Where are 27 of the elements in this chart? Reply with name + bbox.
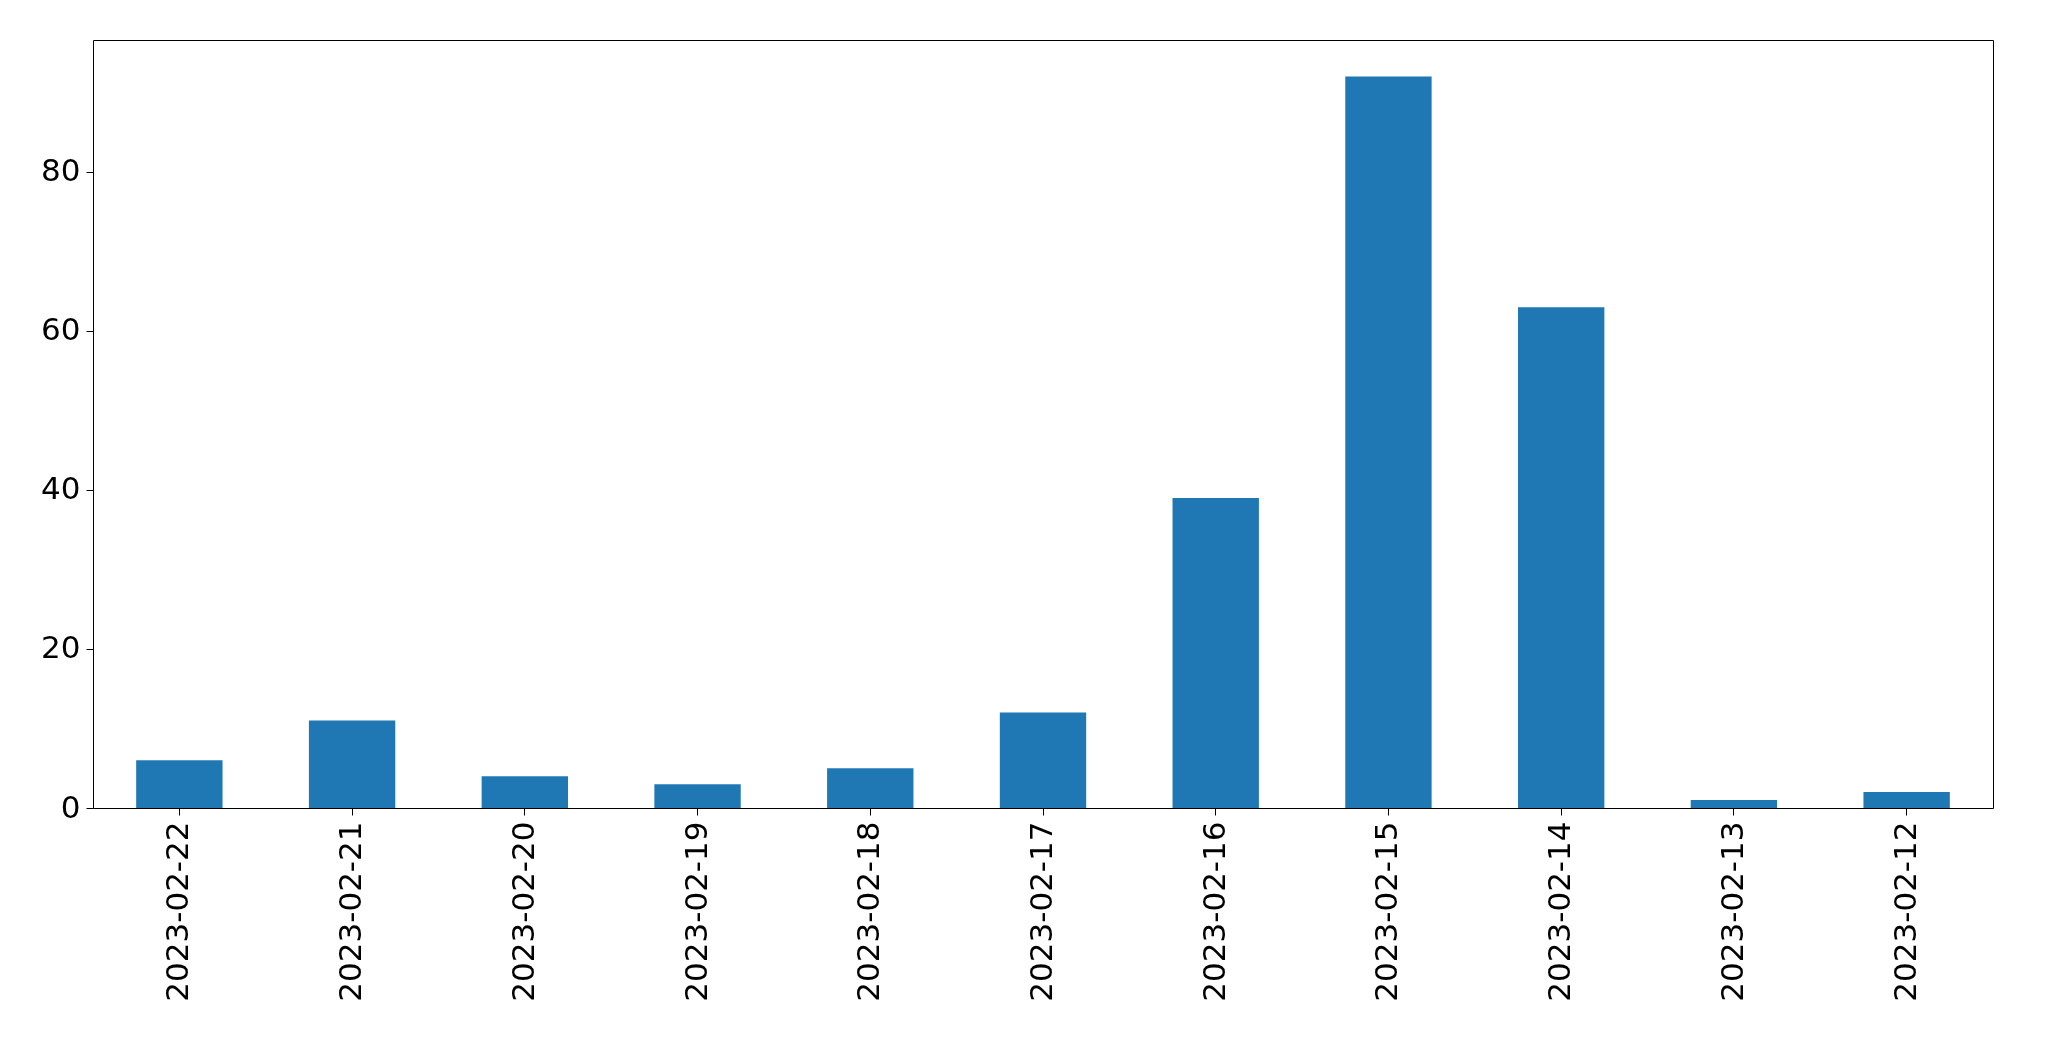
x-tick-label: 2023-02-18 [850, 821, 887, 1002]
bar [1345, 76, 1432, 808]
bar [654, 784, 741, 808]
y-tick-label: 60 [41, 311, 81, 348]
bar [827, 768, 914, 808]
bar [308, 720, 396, 808]
bar [999, 712, 1087, 808]
bar [1863, 792, 1950, 808]
x-tick-label: 2023-02-15 [1368, 821, 1405, 1002]
bar [481, 776, 568, 808]
bar [1690, 800, 1778, 808]
x-tick-label: 2023-02-16 [1195, 821, 1232, 1002]
x-tick-label: 2023-02-20 [504, 821, 541, 1002]
x-tick-label: 2023-02-13 [1713, 821, 1750, 1002]
x-tick-label: 2023-02-14 [1541, 821, 1578, 1002]
x-tick-label: 2023-02-22 [159, 821, 196, 1002]
bar [1518, 307, 1605, 808]
y-tick-label: 0 [60, 788, 81, 825]
y-tick-label: 20 [41, 629, 81, 666]
y-tick-label: 80 [41, 152, 81, 189]
x-tick-label: 2023-02-17 [1023, 821, 1059, 1002]
x-tick-label: 2023-02-12 [1886, 821, 1923, 1002]
bar [1172, 497, 1259, 808]
y-tick-label: 40 [41, 470, 81, 507]
x-tick-label: 2023-02-19 [677, 821, 714, 1002]
x-tick-label: 2023-02-21 [332, 821, 369, 1002]
bar [136, 760, 223, 808]
